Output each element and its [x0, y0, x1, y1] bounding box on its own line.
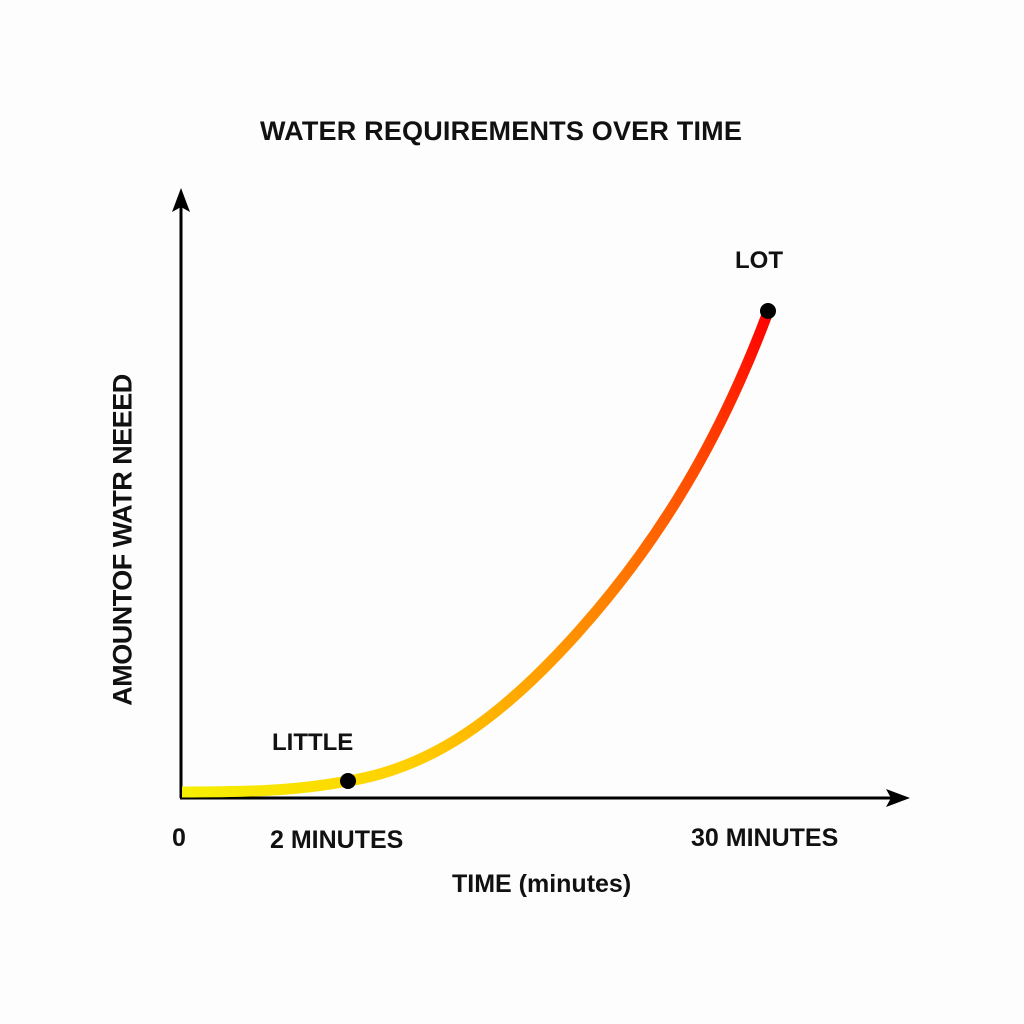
x-axis — [180, 789, 910, 807]
lot-point-marker — [760, 303, 776, 319]
chart-title: WATER REQUIREMENTS OVER TIME — [259, 116, 743, 146]
x-axis-label: TIME (minutes) — [452, 870, 632, 898]
y-axis-arrow-icon — [172, 188, 190, 212]
x-tick-30-minutes: 30 MINUTES — [691, 824, 839, 852]
water-curve — [181, 310, 774, 798]
annotation-lot: LOT — [735, 247, 783, 274]
y-axis — [172, 188, 190, 798]
little-point-marker — [340, 773, 356, 789]
x-tick-0: 0 — [172, 824, 186, 852]
x-tick-2-minutes: 2 MINUTES — [270, 826, 404, 854]
x-axis-arrow-icon — [886, 789, 910, 807]
annotation-little: LITTLE — [272, 729, 354, 756]
